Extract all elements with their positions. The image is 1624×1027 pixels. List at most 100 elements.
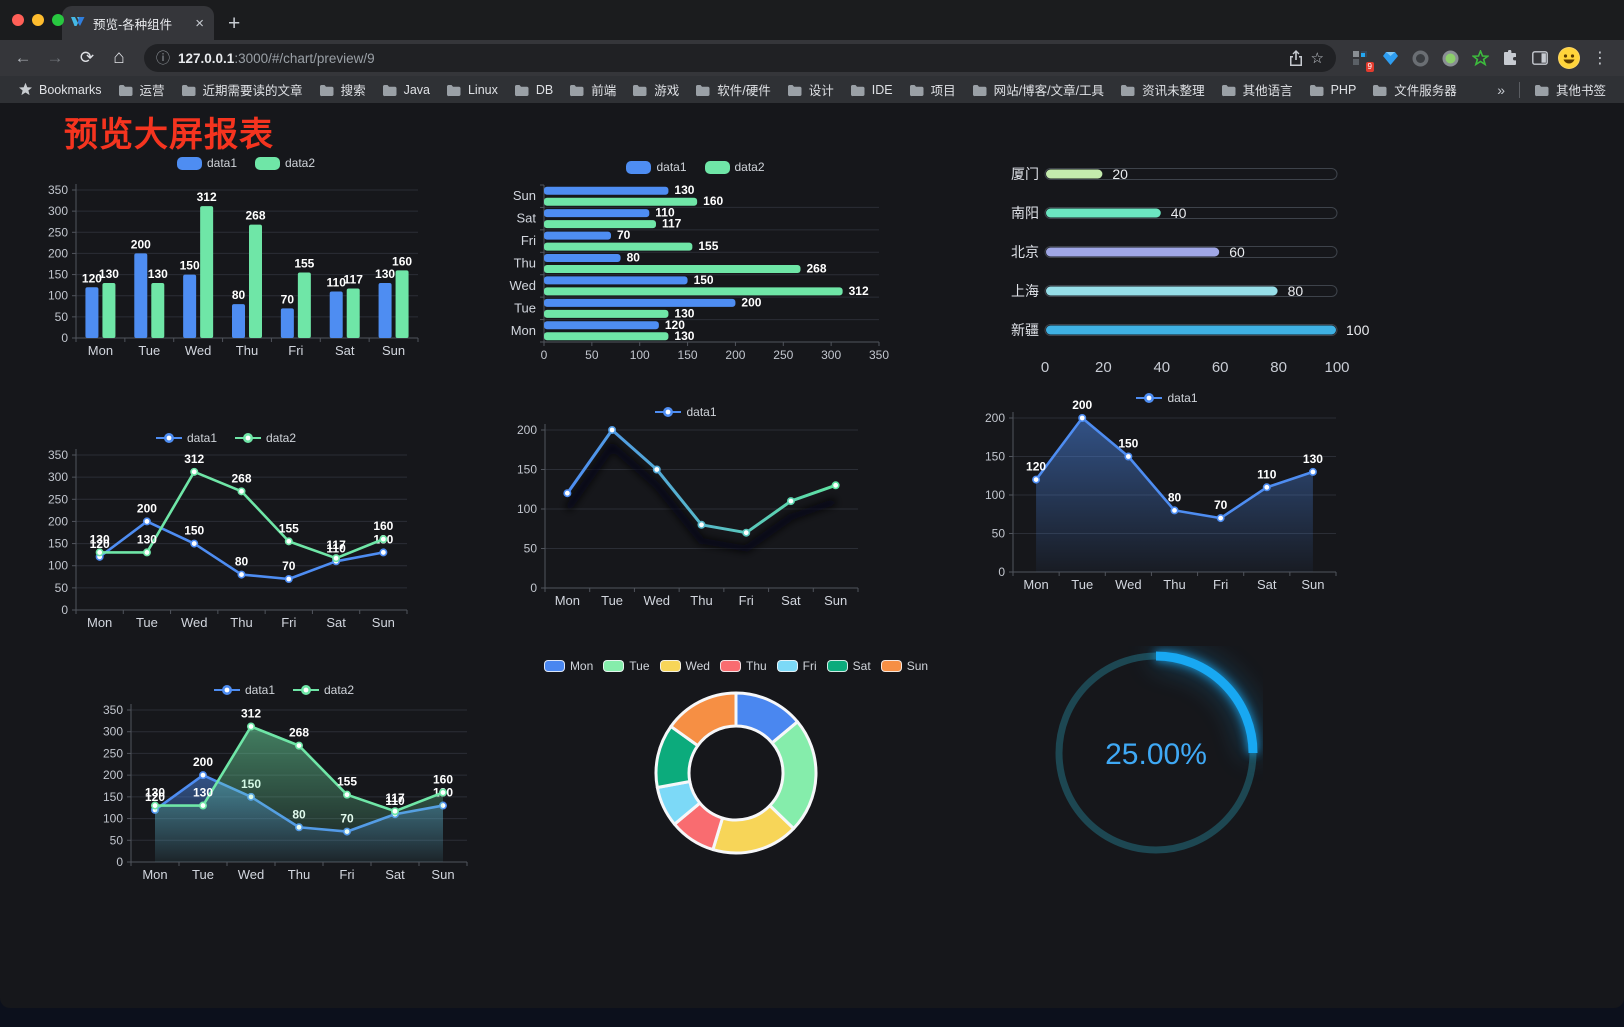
svg-text:250: 250 <box>773 348 793 362</box>
legend-swatch <box>704 160 730 174</box>
folder-icon <box>1373 84 1387 96</box>
legend-item-data1[interactable]: data1 <box>176 156 237 170</box>
bookmark-item[interactable]: 前端 <box>561 77 624 102</box>
bookmark-item[interactable]: Linux <box>438 80 506 100</box>
legend-item-data2[interactable]: data2 <box>255 156 315 170</box>
page-title: 预览大屏报表 <box>64 116 274 154</box>
bookmark-item[interactable]: IDE <box>842 80 901 100</box>
legend-item-data1[interactable]: data1 <box>1136 391 1198 405</box>
chart-pie-donut[interactable]: Mon Tue Wed Thu Fri Sat Sun <box>540 635 932 875</box>
forward-icon[interactable]: → <box>46 48 64 67</box>
svg-text:100: 100 <box>48 289 68 303</box>
ext-star-green-icon[interactable] <box>1468 46 1492 70</box>
bookmarks-bar: Bookmarks 运营 近期需要读的文章 搜索 Java Linux DB 前端 游戏 软件/… <box>0 76 1624 103</box>
chart-line-double[interactable]: data1 data2 0 50 100 150 200 250 300 350 Mon Tue Wed… <box>40 425 412 637</box>
chart-line-gradient[interactable]: data1 0 50 100 150 200 Mon Tue Wed Thu Fri Sat Sun <box>505 398 867 613</box>
legend-item-data2[interactable]: data2 <box>704 160 765 174</box>
legend-swatch <box>543 660 565 672</box>
legend-item-Mon[interactable]: Mon <box>543 659 593 673</box>
ext-circle-dark-icon[interactable] <box>1408 46 1432 70</box>
bookmark-item[interactable]: 运营 <box>110 77 173 102</box>
menu-dots-icon[interactable]: ⋮ <box>1592 50 1608 67</box>
svg-text:上海: 上海 <box>1011 283 1039 299</box>
bookmark-star-icon[interactable]: ☆ <box>1310 50 1324 67</box>
bookmarks-root[interactable]: Bookmarks <box>10 79 110 100</box>
svg-text:南阳: 南阳 <box>1011 205 1039 221</box>
bookmark-label: IDE <box>871 82 893 97</box>
window-zoom-button[interactable] <box>52 14 64 26</box>
bookmarks-overflow-chevron[interactable]: » <box>1497 81 1505 98</box>
folder-icon <box>319 84 334 96</box>
legend-item-Thu[interactable]: Thu <box>719 659 767 673</box>
bookmark-item[interactable]: 软件/硬件 <box>687 77 778 102</box>
legend-item-Fri[interactable]: Fri <box>776 659 817 673</box>
svg-text:268: 268 <box>245 209 265 223</box>
bookmark-item[interactable]: 搜索 <box>311 77 374 102</box>
tab-close-icon[interactable]: × <box>195 14 204 32</box>
chart-progress-bars[interactable]: 厦门 20 南阳 40 北京 60 上海 80 新疆 100 0 20 40 60 80 100 <box>995 150 1377 390</box>
bookmark-item[interactable]: Java <box>374 80 438 100</box>
window-close-button[interactable] <box>12 14 24 26</box>
ext-circle-green-icon[interactable] <box>1438 46 1462 70</box>
svg-text:Thu: Thu <box>690 593 712 608</box>
site-info-icon[interactable]: ⓘ <box>156 50 170 66</box>
legend-line-marker <box>213 685 240 695</box>
bookmark-item[interactable]: 文件服务器 <box>1364 77 1465 102</box>
svg-text:Sun: Sun <box>431 867 454 882</box>
legend-item-data1[interactable]: data1 <box>626 160 687 174</box>
star-icon <box>19 82 32 96</box>
chart-bar-horizontal[interactable]: data1 data2 Mon Tue Wed Thu Fri Sat Sun 0 50 100 150… <box>498 152 893 367</box>
legend-item-data1[interactable]: data1 <box>213 683 275 697</box>
bookmark-item[interactable]: DB <box>506 80 561 100</box>
bookmark-item[interactable]: 项目 <box>901 77 964 102</box>
bookmark-item[interactable]: 游戏 <box>624 77 687 102</box>
browser-tab[interactable]: 预览-各种组件 × <box>62 6 214 40</box>
legend-line-marker <box>155 433 182 443</box>
svg-text:100: 100 <box>1346 322 1370 338</box>
sidebar-icon[interactable] <box>1528 46 1552 70</box>
legend-item-data1[interactable]: data1 <box>155 431 217 445</box>
svg-text:Sat: Sat <box>335 343 355 358</box>
reload-icon[interactable]: ⟳ <box>79 48 95 67</box>
legend-label: data2 <box>324 683 355 697</box>
chart-bar-vertical[interactable]: data1 data2 0 50 100 150 200 250 300 350 Mon Tue Wed… <box>40 150 452 365</box>
legend-label: Thu <box>745 659 767 673</box>
bookmark-item[interactable]: PHP <box>1301 80 1365 100</box>
address-bar[interactable]: ⓘ 127.0.0.1:3000/#/chart/preview/9 ☆ <box>144 44 1336 72</box>
home-icon[interactable]: ⌂ <box>113 47 125 68</box>
other-bookmarks[interactable]: 其他书签 <box>1526 77 1614 102</box>
svg-text:117: 117 <box>385 791 405 805</box>
legend-item-data2[interactable]: data2 <box>235 431 296 445</box>
svg-text:新疆: 新疆 <box>1011 322 1039 338</box>
share-icon[interactable] <box>1289 50 1303 66</box>
bookmark-item[interactable]: 网站/博客/文章/工具 <box>964 77 1112 102</box>
legend-item-Sun[interactable]: Sun <box>880 659 928 673</box>
legend-item-Sat[interactable]: Sat <box>826 659 871 673</box>
chart-area-double[interactable]: data1 data2 0 50 100 150 200 250 300 350 Mon Tue Wed… <box>95 676 473 890</box>
legend-item-Wed[interactable]: Wed <box>659 659 710 673</box>
window-minimize-button[interactable] <box>32 14 44 26</box>
chart-area-single[interactable]: data1 0 50 100 150 200 Mon Tue Wed Thu Fri Sat Sun 12… <box>983 388 1351 600</box>
bookmark-item[interactable]: 设计 <box>779 77 842 102</box>
svg-text:Tue: Tue <box>514 300 536 315</box>
profile-avatar[interactable] <box>1558 47 1580 69</box>
legend-item-data1[interactable]: data1 <box>655 405 717 419</box>
new-tab-button[interactable]: + <box>228 12 241 35</box>
svg-text:Thu: Thu <box>1163 577 1185 592</box>
legend-item-Tue[interactable]: Tue <box>603 659 650 673</box>
bookmark-label: 资讯未整理 <box>1142 84 1205 98</box>
svg-text:0: 0 <box>530 581 537 595</box>
extensions-puzzle-icon[interactable] <box>1498 46 1522 70</box>
legend-item-data2[interactable]: data2 <box>293 683 354 697</box>
svg-text:Fri: Fri <box>288 343 303 358</box>
bookmark-item[interactable]: 近期需要读的文章 <box>173 77 311 102</box>
bookmark-item[interactable]: 其他语言 <box>1213 77 1301 102</box>
back-icon[interactable]: ← <box>14 48 32 67</box>
svg-text:Fri: Fri <box>1213 577 1228 592</box>
ext-grid-icon[interactable]: 9 <box>1348 46 1374 72</box>
bookmark-item[interactable]: 资讯未整理 <box>1112 77 1213 102</box>
folder-icon <box>570 84 584 96</box>
chart-gauge[interactable]: 25.00% <box>1049 646 1263 860</box>
ext-gem-icon[interactable] <box>1378 46 1402 70</box>
svg-text:155: 155 <box>698 239 718 253</box>
